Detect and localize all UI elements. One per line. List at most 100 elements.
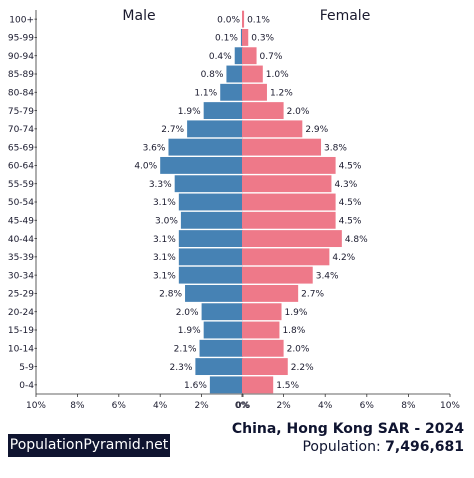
population-pyramid-chart: Male Female 0.0% 0.1% 100+ 0.1% 0.3% 95-99 0.4% 0… (8, 8, 461, 411)
male-bar (185, 284, 243, 302)
male-value-label: 2.1% (174, 344, 197, 354)
male-value-label: 2.8% (159, 290, 182, 300)
female-value-label: 4.5% (339, 162, 362, 172)
female-bar (242, 65, 263, 83)
female-bar (242, 284, 299, 302)
legend-male-label: Male (122, 8, 155, 24)
male-value-label: 4.0% (134, 162, 157, 172)
x-tick-label: 2% (194, 401, 209, 411)
age-group-label: 25-29 (8, 290, 34, 300)
male-value-label: 2.0% (176, 308, 199, 318)
male-value-label: 1.9% (178, 326, 201, 336)
female-value-label: 2.2% (291, 363, 314, 373)
male-value-label: 3.1% (153, 198, 176, 208)
female-value-label: 3.4% (316, 271, 339, 281)
male-value-label: 0.4% (209, 52, 232, 62)
female-value-label: 0.1% (247, 15, 270, 25)
population-pyramid-logo[interactable]: PopulationPyramid.net (8, 434, 170, 457)
male-bar (195, 358, 243, 376)
age-group-label: 80-84 (8, 88, 34, 98)
male-bar (226, 65, 243, 83)
age-group-label: 45-49 (8, 216, 34, 226)
age-group-label: 5-9 (19, 363, 34, 373)
male-bar (168, 138, 243, 156)
male-bar (178, 193, 243, 211)
male-bar (187, 120, 243, 138)
female-value-label: 1.9% (285, 308, 308, 318)
population-label: Population: (302, 439, 381, 455)
female-bar (242, 28, 249, 46)
female-value-label: 2.7% (301, 290, 324, 300)
age-group-label: 55-59 (8, 180, 34, 190)
male-value-label: 3.1% (153, 271, 176, 281)
female-bar (242, 248, 330, 266)
x-tick-label: 8% (401, 401, 416, 411)
female-bar (242, 211, 336, 229)
age-group-label: 70-74 (8, 125, 34, 135)
female-value-label: 4.5% (339, 198, 362, 208)
female-value-label: 4.5% (339, 216, 362, 226)
male-value-label: 3.3% (149, 180, 172, 190)
age-group-label: 95-99 (8, 34, 34, 44)
female-value-label: 4.2% (332, 253, 355, 263)
female-value-label: 3.8% (324, 143, 347, 153)
population-value: 7,496,681 (385, 439, 464, 455)
x-tick-label: 4% (318, 401, 333, 411)
female-value-label: 1.8% (282, 326, 305, 336)
male-bar (174, 175, 243, 193)
female-bar (242, 193, 336, 211)
female-bar (242, 266, 313, 284)
female-value-label: 2.0% (287, 344, 310, 354)
male-bar (220, 83, 243, 101)
female-value-label: 4.3% (334, 180, 357, 190)
x-tick-label: 4% (153, 401, 168, 411)
age-group-label: 40-44 (8, 235, 34, 245)
male-bar (178, 230, 243, 248)
male-value-label: 3.6% (143, 143, 166, 153)
male-value-label: 0.8% (201, 70, 224, 80)
legend-female-label: Female (320, 8, 371, 24)
age-group-label: 90-94 (8, 52, 34, 62)
female-bar (242, 339, 284, 357)
female-value-label: 0.7% (260, 52, 283, 62)
male-value-label: 3.1% (153, 235, 176, 245)
age-group-label: 60-64 (8, 162, 34, 172)
female-value-label: 2.0% (287, 107, 310, 117)
female-bar (242, 102, 284, 120)
age-group-label: 0-4 (19, 381, 34, 391)
chart-title: China, Hong Kong SAR - 2024 (231, 421, 464, 437)
male-value-label: 0.0% (217, 15, 240, 25)
female-value-label: 1.2% (270, 88, 293, 98)
male-value-label: 1.9% (178, 107, 201, 117)
age-group-label: 65-69 (8, 143, 34, 153)
x-tick-label: 10% (440, 401, 460, 411)
population-total: Population: 7,496,681 (302, 439, 464, 455)
x-tick-label: 8% (70, 401, 85, 411)
male-value-label: 1.6% (184, 381, 207, 391)
x-tick-label: 6% (360, 401, 375, 411)
female-bar (242, 156, 336, 174)
x-tick-label: 6% (112, 401, 127, 411)
age-group-label: 30-34 (8, 271, 34, 281)
male-bar (178, 266, 243, 284)
male-bar (199, 339, 243, 357)
x-tick-label: 2% (276, 401, 291, 411)
female-bar (242, 358, 288, 376)
x-tick-label: 10% (26, 401, 46, 411)
female-bar (242, 303, 282, 321)
female-value-label: 4.8% (345, 235, 368, 245)
male-value-label: 2.3% (170, 363, 193, 373)
female-value-label: 0.3% (251, 34, 274, 44)
x-tick-label: 0% (235, 401, 250, 411)
female-value-label: 1.0% (266, 70, 289, 80)
female-value-label: 2.9% (305, 125, 328, 135)
age-group-label: 10-14 (8, 344, 34, 354)
female-bar (242, 376, 274, 394)
male-bar (240, 28, 243, 46)
female-bar (242, 83, 267, 101)
age-group-label: 75-79 (8, 107, 34, 117)
age-group-label: 35-39 (8, 253, 34, 263)
male-value-label: 3.0% (155, 216, 178, 226)
male-value-label: 0.1% (215, 34, 238, 44)
female-bar (242, 230, 342, 248)
